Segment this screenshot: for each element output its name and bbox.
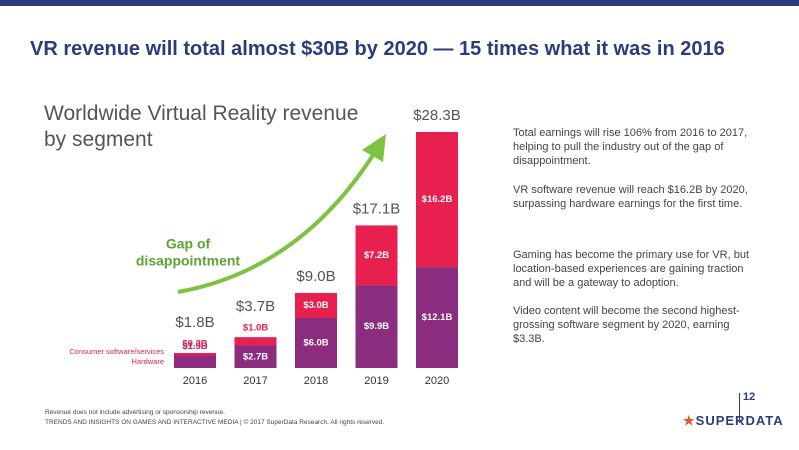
- annotation: Gap of: [166, 236, 211, 252]
- value-label: $0.3B: [182, 339, 207, 350]
- page-number: 12: [743, 391, 756, 403]
- bar-segment: [355, 285, 398, 368]
- bar-segment: [416, 267, 458, 368]
- bar-segment: [295, 317, 337, 368]
- x-tick-label: 2019: [364, 375, 388, 387]
- x-tick-label: 2017: [243, 375, 267, 387]
- bar-segment: [355, 225, 398, 286]
- total-label: $3.7B: [236, 298, 275, 315]
- footnote: TRENDS AND INSIGHTS ON GAMES AND INTERAC…: [45, 419, 385, 426]
- value-label: $16.2B: [422, 194, 453, 205]
- arrow: [177, 150, 377, 294]
- logo-text: SUPERDATA: [695, 413, 784, 428]
- x-tick-label: 2016: [183, 375, 207, 387]
- bar-segment: [234, 337, 277, 346]
- logo: ★SUPERDATA: [683, 413, 784, 429]
- value-label: $7.2B: [364, 250, 389, 261]
- legend-label: Consumer software/services: [69, 347, 164, 356]
- value-label: $1.0B: [243, 323, 268, 334]
- page-divider: [739, 393, 740, 423]
- value-label: $9.9B: [364, 321, 389, 332]
- total-label: $9.0B: [296, 268, 335, 285]
- bar-segment: [234, 345, 277, 368]
- paragraph: Gaming has become the primary use for VR…: [513, 249, 749, 289]
- legend-label: Hardware: [131, 357, 164, 366]
- total-label: $1.8B: [175, 314, 214, 331]
- total-label: $28.3B: [413, 107, 461, 124]
- value-label: $3.0B: [303, 300, 328, 311]
- paragraph: VR software revenue will reach $16.2B by…: [513, 184, 748, 210]
- total-label: $17.1B: [353, 200, 401, 217]
- value-label: $12.1B: [422, 312, 453, 323]
- bar-segment: [174, 352, 216, 356]
- footnote: Revenue does not include advertising or …: [45, 409, 225, 416]
- paragraph: Video content will become the second hig…: [513, 305, 740, 345]
- value-label: $6.0B: [303, 337, 328, 348]
- bar-segment: [416, 132, 458, 268]
- x-tick-label: 2020: [425, 375, 449, 387]
- x-tick-label: 2018: [304, 375, 328, 387]
- top-bar: [0, 0, 799, 6]
- headline: VR revenue will total almost $30B by 202…: [30, 38, 725, 60]
- bar-segment: [295, 292, 337, 318]
- bar-segment: [174, 355, 216, 368]
- logo-star: ★: [683, 413, 696, 428]
- paragraph: Total earnings will rise 106% from 2016 …: [513, 127, 748, 167]
- arrow-head: [362, 134, 386, 162]
- chart-title: Worldwide Virtual Reality revenue by seg…: [44, 102, 359, 151]
- annotation: disappointment: [136, 253, 241, 269]
- value-label: $1.5B: [182, 341, 207, 352]
- value-label: $2.7B: [243, 351, 268, 362]
